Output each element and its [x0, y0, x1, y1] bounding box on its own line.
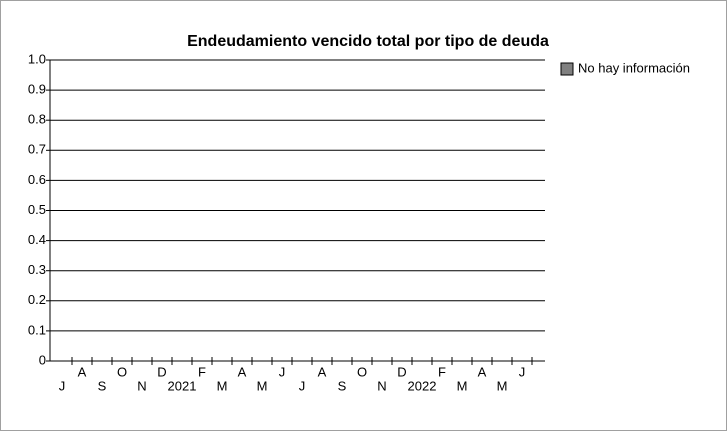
x-tick-label: N	[137, 378, 146, 393]
y-tick-label: 0.3	[28, 262, 46, 277]
x-tick-label: M	[217, 378, 228, 393]
y-tick-label: 0.8	[28, 112, 46, 127]
x-tick-label: D	[157, 364, 166, 379]
legend-swatch	[560, 62, 574, 76]
x-tick-label: S	[338, 378, 347, 393]
x-tick-label: O	[357, 364, 367, 379]
x-tick-label: A	[238, 364, 247, 379]
x-tick-label: O	[117, 364, 127, 379]
x-tick-label: M	[257, 378, 268, 393]
y-tick-label: 0.5	[28, 202, 46, 217]
y-tick-label: 0.2	[28, 292, 46, 307]
x-tick-label: J	[519, 364, 526, 379]
y-tick-label: 0.4	[28, 232, 46, 247]
y-tick-label: 0.1	[28, 322, 46, 337]
legend-label: No hay información	[578, 60, 690, 75]
x-tick-label: 2022	[408, 378, 437, 393]
x-tick-label: S	[98, 378, 107, 393]
chart-title: Endeudamiento vencido total por tipo de …	[187, 33, 549, 50]
x-tick-label: F	[438, 364, 446, 379]
x-tick-label: 2021	[168, 378, 197, 393]
x-tick-label: M	[497, 378, 508, 393]
x-tick-label: M	[457, 378, 468, 393]
x-tick-label: J	[59, 378, 66, 393]
x-tick-label: J	[279, 364, 286, 379]
x-tick-label: A	[478, 364, 487, 379]
x-tick-label: A	[318, 364, 327, 379]
y-tick-label: 0.6	[28, 172, 46, 187]
y-tick-label: 0.7	[28, 142, 46, 157]
y-tick-label: 0.9	[28, 82, 46, 97]
y-tick-label: 0	[39, 352, 46, 367]
y-tick-label: 1.0	[28, 51, 46, 66]
x-tick-label: J	[299, 378, 306, 393]
x-tick-label: D	[397, 364, 406, 379]
x-tick-label: F	[198, 364, 206, 379]
x-tick-label: A	[78, 364, 87, 379]
x-tick-label: N	[377, 378, 386, 393]
